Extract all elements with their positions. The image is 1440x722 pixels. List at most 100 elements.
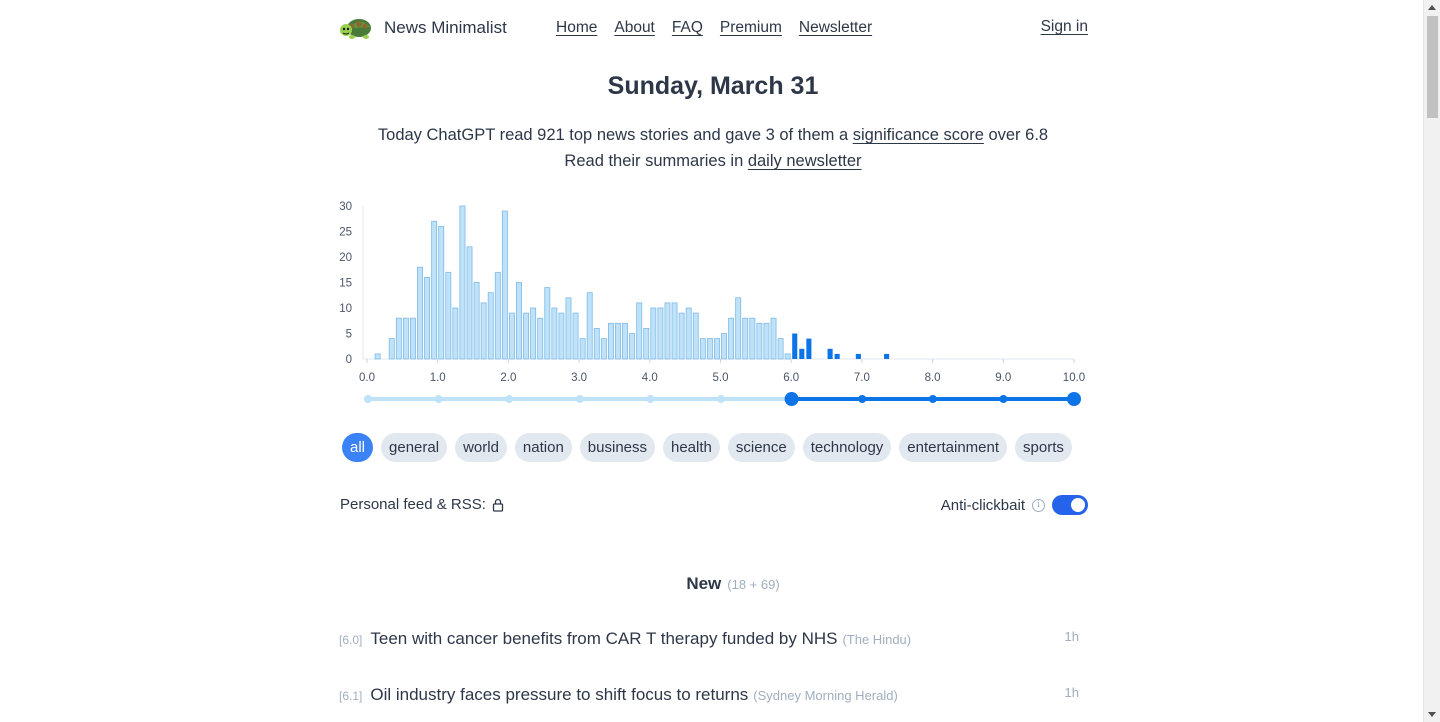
slider-step-dot[interactable]	[928, 395, 937, 403]
histogram-bar[interactable]	[565, 297, 572, 360]
histogram-bar[interactable]	[374, 353, 381, 360]
histogram-bar[interactable]	[579, 338, 586, 360]
histogram-bar[interactable]	[508, 312, 515, 360]
histogram-bar[interactable]	[692, 312, 699, 360]
scroll-up-icon[interactable]	[1428, 5, 1436, 10]
category-pill-health[interactable]: health	[663, 433, 720, 462]
histogram-bar[interactable]	[749, 317, 756, 360]
slider-step-dot[interactable]	[434, 395, 443, 403]
histogram-bar[interactable]	[643, 327, 650, 360]
scrollbar-thumb[interactable]	[1427, 16, 1438, 118]
histogram-bar[interactable]	[438, 225, 445, 360]
category-pill-world[interactable]: world	[455, 433, 507, 462]
histogram-bar[interactable]	[721, 333, 727, 360]
histogram-bar[interactable]	[671, 302, 678, 360]
histogram-bar[interactable]	[742, 317, 749, 360]
histogram-bar[interactable]	[480, 302, 487, 360]
histogram-bar[interactable]	[586, 292, 593, 360]
histogram-bar[interactable]	[699, 338, 706, 360]
category-pill-sports[interactable]: sports	[1015, 433, 1072, 462]
histogram-bar[interactable]	[735, 297, 742, 360]
histogram-bar[interactable]	[388, 338, 395, 360]
slider-step-dot[interactable]	[505, 395, 514, 403]
histogram-bar[interactable]	[395, 317, 402, 360]
histogram-bar[interactable]	[756, 322, 763, 360]
histogram-bar[interactable]	[777, 338, 784, 360]
slider-step-dot[interactable]	[999, 395, 1008, 403]
significance-score-link[interactable]: significance score	[852, 126, 984, 144]
histogram-bar[interactable]	[685, 307, 692, 360]
histogram-bar[interactable]	[706, 338, 713, 360]
histogram-bar[interactable]	[664, 302, 671, 360]
histogram-bar[interactable]	[593, 327, 600, 360]
histogram-bar[interactable]	[728, 317, 735, 360]
nav-home[interactable]: Home	[556, 19, 598, 36]
slider-handle[interactable]	[784, 392, 799, 406]
histogram-bar[interactable]	[770, 317, 777, 360]
nav-premium[interactable]: Premium	[719, 19, 782, 36]
histogram-bar[interactable]	[622, 322, 629, 360]
story-title[interactable]: Teen with cancer benefits from CAR T the…	[370, 629, 838, 648]
histogram-bar[interactable]	[657, 307, 664, 360]
histogram-bar[interactable]	[466, 246, 473, 360]
histogram-bar[interactable]	[459, 205, 466, 360]
story-item[interactable]: [6.0] Teen with cancer benefits from CAR…	[339, 629, 1079, 649]
histogram-bar[interactable]	[537, 317, 544, 360]
page-scrollbar[interactable]	[1423, 0, 1440, 722]
info-icon[interactable]: i	[1032, 498, 1045, 512]
histogram-bar[interactable]	[636, 302, 643, 360]
category-pill-technology[interactable]: technology	[802, 433, 892, 462]
histogram-bar[interactable]	[487, 292, 494, 360]
sign-in-link[interactable]: Sign in	[1040, 18, 1088, 35]
histogram-bar[interactable]	[445, 271, 452, 360]
nav-faq[interactable]: FAQ	[671, 19, 703, 36]
score-range-slider[interactable]	[338, 388, 1088, 410]
histogram-bar[interactable]	[806, 338, 812, 359]
histogram-bar[interactable]	[650, 307, 657, 360]
histogram-bar[interactable]	[530, 307, 537, 360]
category-pill-business[interactable]: business	[579, 433, 655, 462]
category-pill-entertainment[interactable]: entertainment	[899, 433, 1008, 462]
histogram-bar[interactable]	[572, 312, 579, 360]
histogram-bar[interactable]	[410, 317, 416, 360]
histogram-bar[interactable]	[516, 282, 522, 360]
histogram-bar[interactable]	[607, 322, 614, 360]
histogram-bar[interactable]	[452, 307, 459, 360]
story-title[interactable]: Oil industry faces pressure to shift foc…	[370, 685, 749, 704]
histogram-bar[interactable]	[827, 348, 833, 359]
nav-newsletter[interactable]: Newsletter	[798, 19, 873, 36]
scroll-down-icon[interactable]	[1428, 712, 1436, 717]
histogram-bar[interactable]	[523, 312, 530, 360]
histogram-bar[interactable]	[792, 333, 798, 360]
histogram-bar[interactable]	[494, 271, 501, 360]
slider-step-dot[interactable]	[646, 395, 655, 403]
histogram-bar[interactable]	[763, 322, 770, 360]
nav-about[interactable]: About	[614, 19, 655, 36]
histogram-bar[interactable]	[884, 353, 890, 359]
daily-newsletter-link[interactable]: daily newsletter	[747, 152, 862, 170]
category-pill-science[interactable]: science	[727, 433, 795, 462]
category-pill-nation[interactable]: nation	[514, 433, 572, 462]
slider-step-dot[interactable]	[858, 395, 867, 403]
slider-step-dot[interactable]	[364, 395, 372, 403]
lock-icon[interactable]	[492, 498, 504, 512]
slider-step-dot[interactable]	[717, 395, 725, 403]
histogram-bar[interactable]	[629, 333, 636, 360]
histogram-bar[interactable]	[544, 287, 551, 360]
category-pill-all[interactable]: all	[342, 433, 374, 462]
story-item[interactable]: [6.1] Oil industry faces pressure to shi…	[339, 685, 1079, 705]
histogram-bar[interactable]	[799, 348, 805, 359]
histogram-bar[interactable]	[615, 322, 621, 360]
histogram-bar[interactable]	[714, 338, 720, 360]
histogram-bar[interactable]	[855, 353, 861, 359]
histogram-bar[interactable]	[551, 307, 558, 360]
histogram-bar[interactable]	[600, 338, 607, 360]
turtle-logo-icon[interactable]	[338, 12, 374, 44]
personal-feed[interactable]: Personal feed & RSS:	[340, 496, 504, 513]
histogram-bar[interactable]	[834, 353, 840, 359]
histogram-bar[interactable]	[558, 312, 565, 360]
histogram-bar[interactable]	[431, 220, 438, 360]
histogram-bar[interactable]	[784, 353, 791, 360]
anti-clickbait-toggle[interactable]	[1052, 495, 1088, 515]
histogram-bar[interactable]	[402, 317, 409, 360]
